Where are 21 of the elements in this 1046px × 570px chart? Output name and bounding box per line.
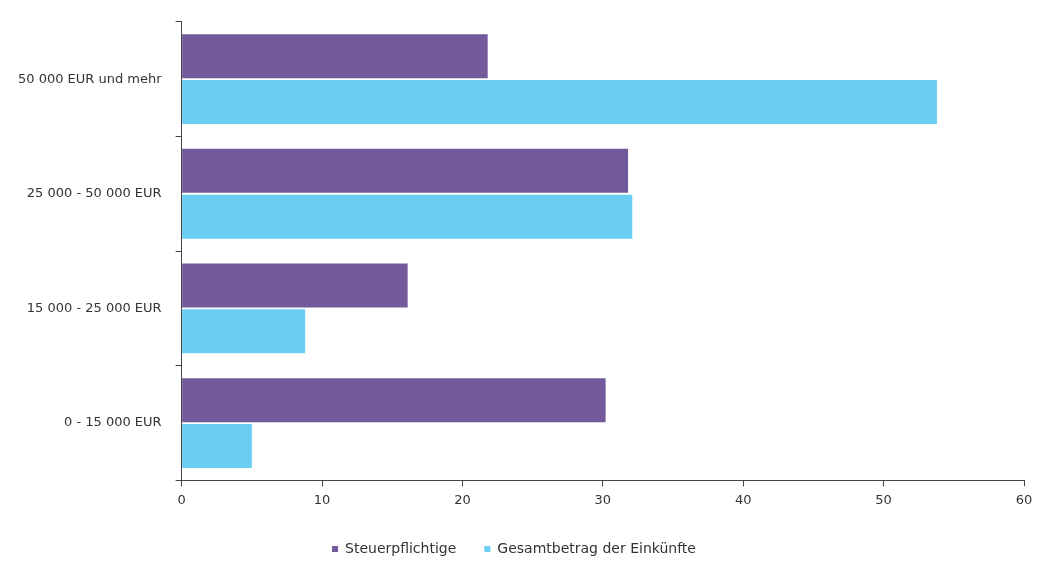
bar <box>182 80 937 125</box>
bar <box>182 423 252 469</box>
y-tick-label: 50 000 EUR und mehr <box>18 70 163 86</box>
y-tick-label: 15 000 - 25 000 EUR <box>26 299 162 315</box>
x-tick-label: 0 <box>177 491 186 507</box>
x-tick-label: 20 <box>454 491 471 507</box>
x-tick-label: 50 <box>875 491 892 507</box>
x-tick-label: 30 <box>594 491 612 507</box>
bar <box>182 148 629 193</box>
x-tick-label: 10 <box>313 491 331 507</box>
y-tick-label: 0 - 15 000 EUR <box>64 414 162 430</box>
legend-label: Steuerpflichtige <box>345 539 457 556</box>
bar <box>182 378 606 423</box>
bar <box>182 309 306 354</box>
x-tick-label: 40 <box>734 491 752 507</box>
legend-label: Gesamtbetrag der Einkünfte <box>497 539 696 556</box>
bar <box>182 194 633 239</box>
bar <box>182 34 488 79</box>
x-tick-label: 60 <box>1015 491 1033 507</box>
y-tick-label: 25 000 - 50 000 EUR <box>26 185 162 201</box>
bar <box>182 263 408 308</box>
